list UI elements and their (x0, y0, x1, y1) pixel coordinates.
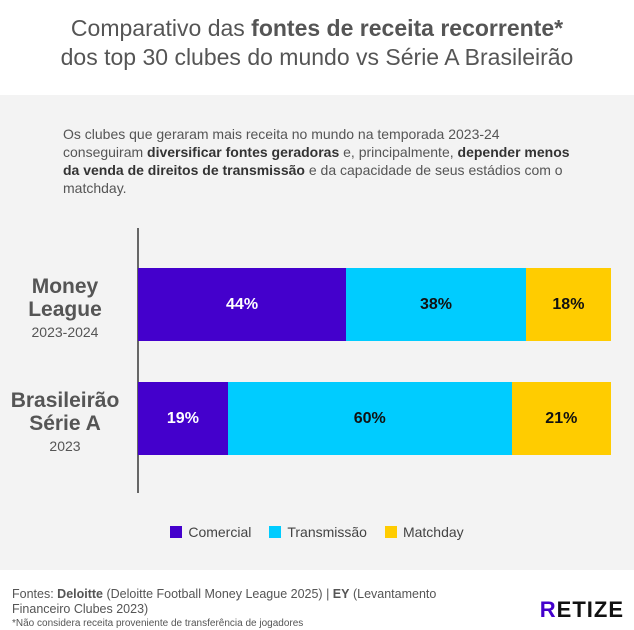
title-line2: dos top 30 clubes do mundo vs Série A Br… (60, 44, 574, 70)
category-label-money-league: Money League 2023-2024 (28, 275, 102, 340)
intro-text: Os clubes que geraram mais receita no mu… (63, 126, 570, 196)
legend-item-matchday: Matchday (384, 524, 464, 540)
data-label: 38% (419, 295, 452, 313)
category-label-brasileirao: Brasileirão Série A 2023 (10, 389, 120, 454)
bar-segment-matchday: 21% (511, 382, 611, 455)
bar-segment-transmissão: 38% (346, 268, 526, 341)
sources-footer: Fontes: Deloitte (Deloitte Football Mone… (12, 587, 482, 630)
legend-item-transmissao: Transmissão (269, 524, 367, 540)
chart-title: Comparativo das fontes de receita recorr… (0, 14, 634, 72)
bar-brasileirao: 19% 60% 21% (138, 382, 611, 455)
footnote: *Não considera receita proveniente de tr… (12, 618, 304, 629)
data-label: 60% (353, 409, 386, 427)
data-label: 21% (545, 409, 578, 427)
legend: Comercial Transmissão Matchday (0, 524, 634, 540)
bar-segment-matchday: 18% (525, 268, 611, 341)
bar-money-league: 44% 38% 18% (138, 268, 611, 341)
retize-logo: RETIZE (539, 597, 624, 622)
legend-swatch (170, 526, 183, 538)
title-text: Comparativo das (70, 15, 252, 41)
legend-item-comercial: Comercial (170, 524, 251, 540)
data-label: 18% (552, 295, 585, 313)
bar-segment-comercial: 44% (138, 268, 347, 341)
legend-swatch (384, 526, 397, 538)
bar-segment-comercial: 19% (138, 382, 228, 455)
bar-segment-transmissão: 60% (227, 382, 512, 455)
legend-swatch (269, 526, 282, 538)
data-label: 19% (166, 409, 199, 427)
data-label: 44% (226, 295, 259, 313)
title-bold: fontes de receita recorrente* (251, 15, 564, 41)
y-axis-line (137, 228, 139, 493)
